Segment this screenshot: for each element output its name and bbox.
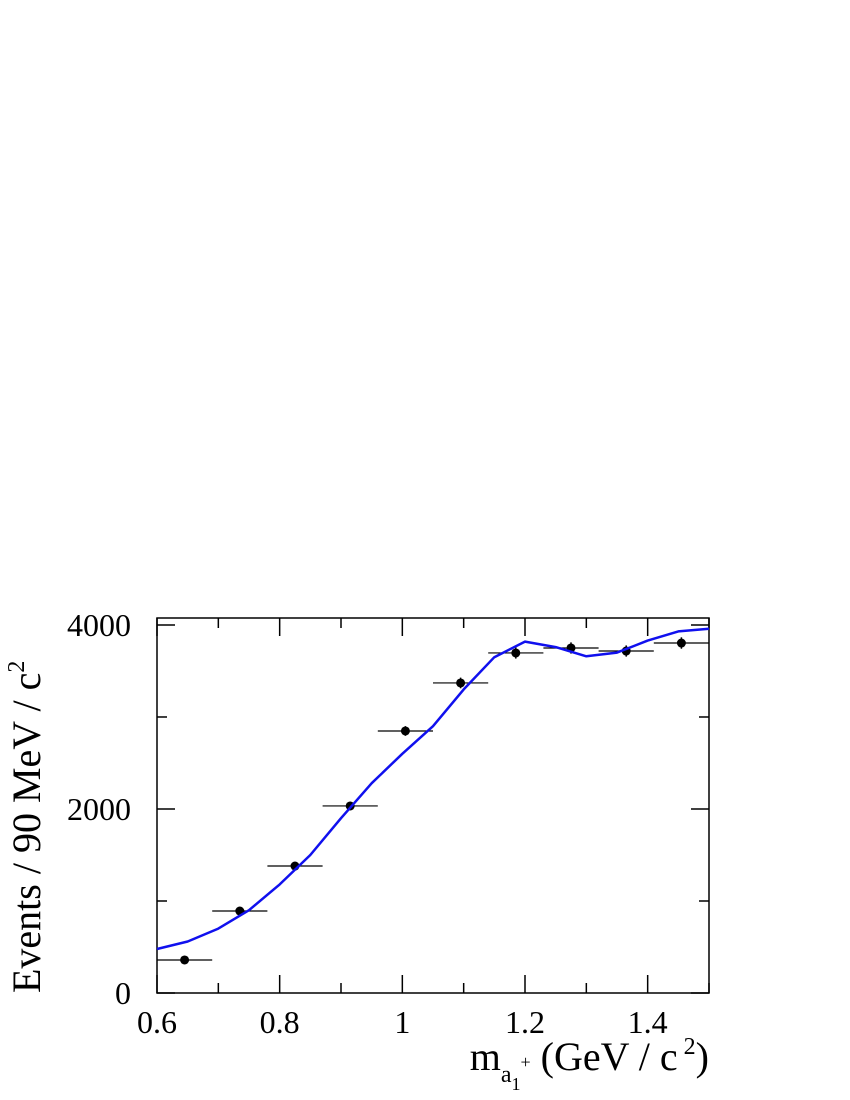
y-tick-label: 0 (115, 975, 131, 1011)
label-part: 2 (678, 1034, 696, 1060)
x-tick-label: 1 (394, 1004, 410, 1040)
label-part: + (521, 1052, 531, 1072)
x-tick-label: 1.2 (505, 1004, 545, 1040)
x-tick-label: 0.8 (260, 1004, 300, 1040)
data-point (180, 955, 190, 965)
y-tick-label: 4000 (67, 607, 131, 643)
label-part: 2 (4, 661, 30, 673)
label-part: 1 (512, 1074, 521, 1094)
label-part: a (501, 1062, 512, 1088)
data-point (676, 638, 686, 648)
x-axis-label: ma1+ (GeV / c 2) (470, 1034, 709, 1094)
data-point (456, 678, 466, 688)
label-part: m (470, 1034, 501, 1079)
fit-curve (156, 627, 710, 951)
x-tick-label: 1.4 (628, 1004, 668, 1040)
data-point (511, 648, 521, 658)
y-axis-label: Events / 90 MeV / c2 (4, 661, 49, 993)
label-part: Events / 90 MeV / c (4, 673, 49, 993)
plot-frame (156, 617, 710, 994)
label-part: ) (696, 1034, 709, 1079)
label-part: (GeV / c (531, 1034, 678, 1079)
x-tick-label: 0.6 (137, 1004, 177, 1040)
y-tick-label: 2000 (67, 791, 131, 827)
data-point (400, 726, 410, 736)
